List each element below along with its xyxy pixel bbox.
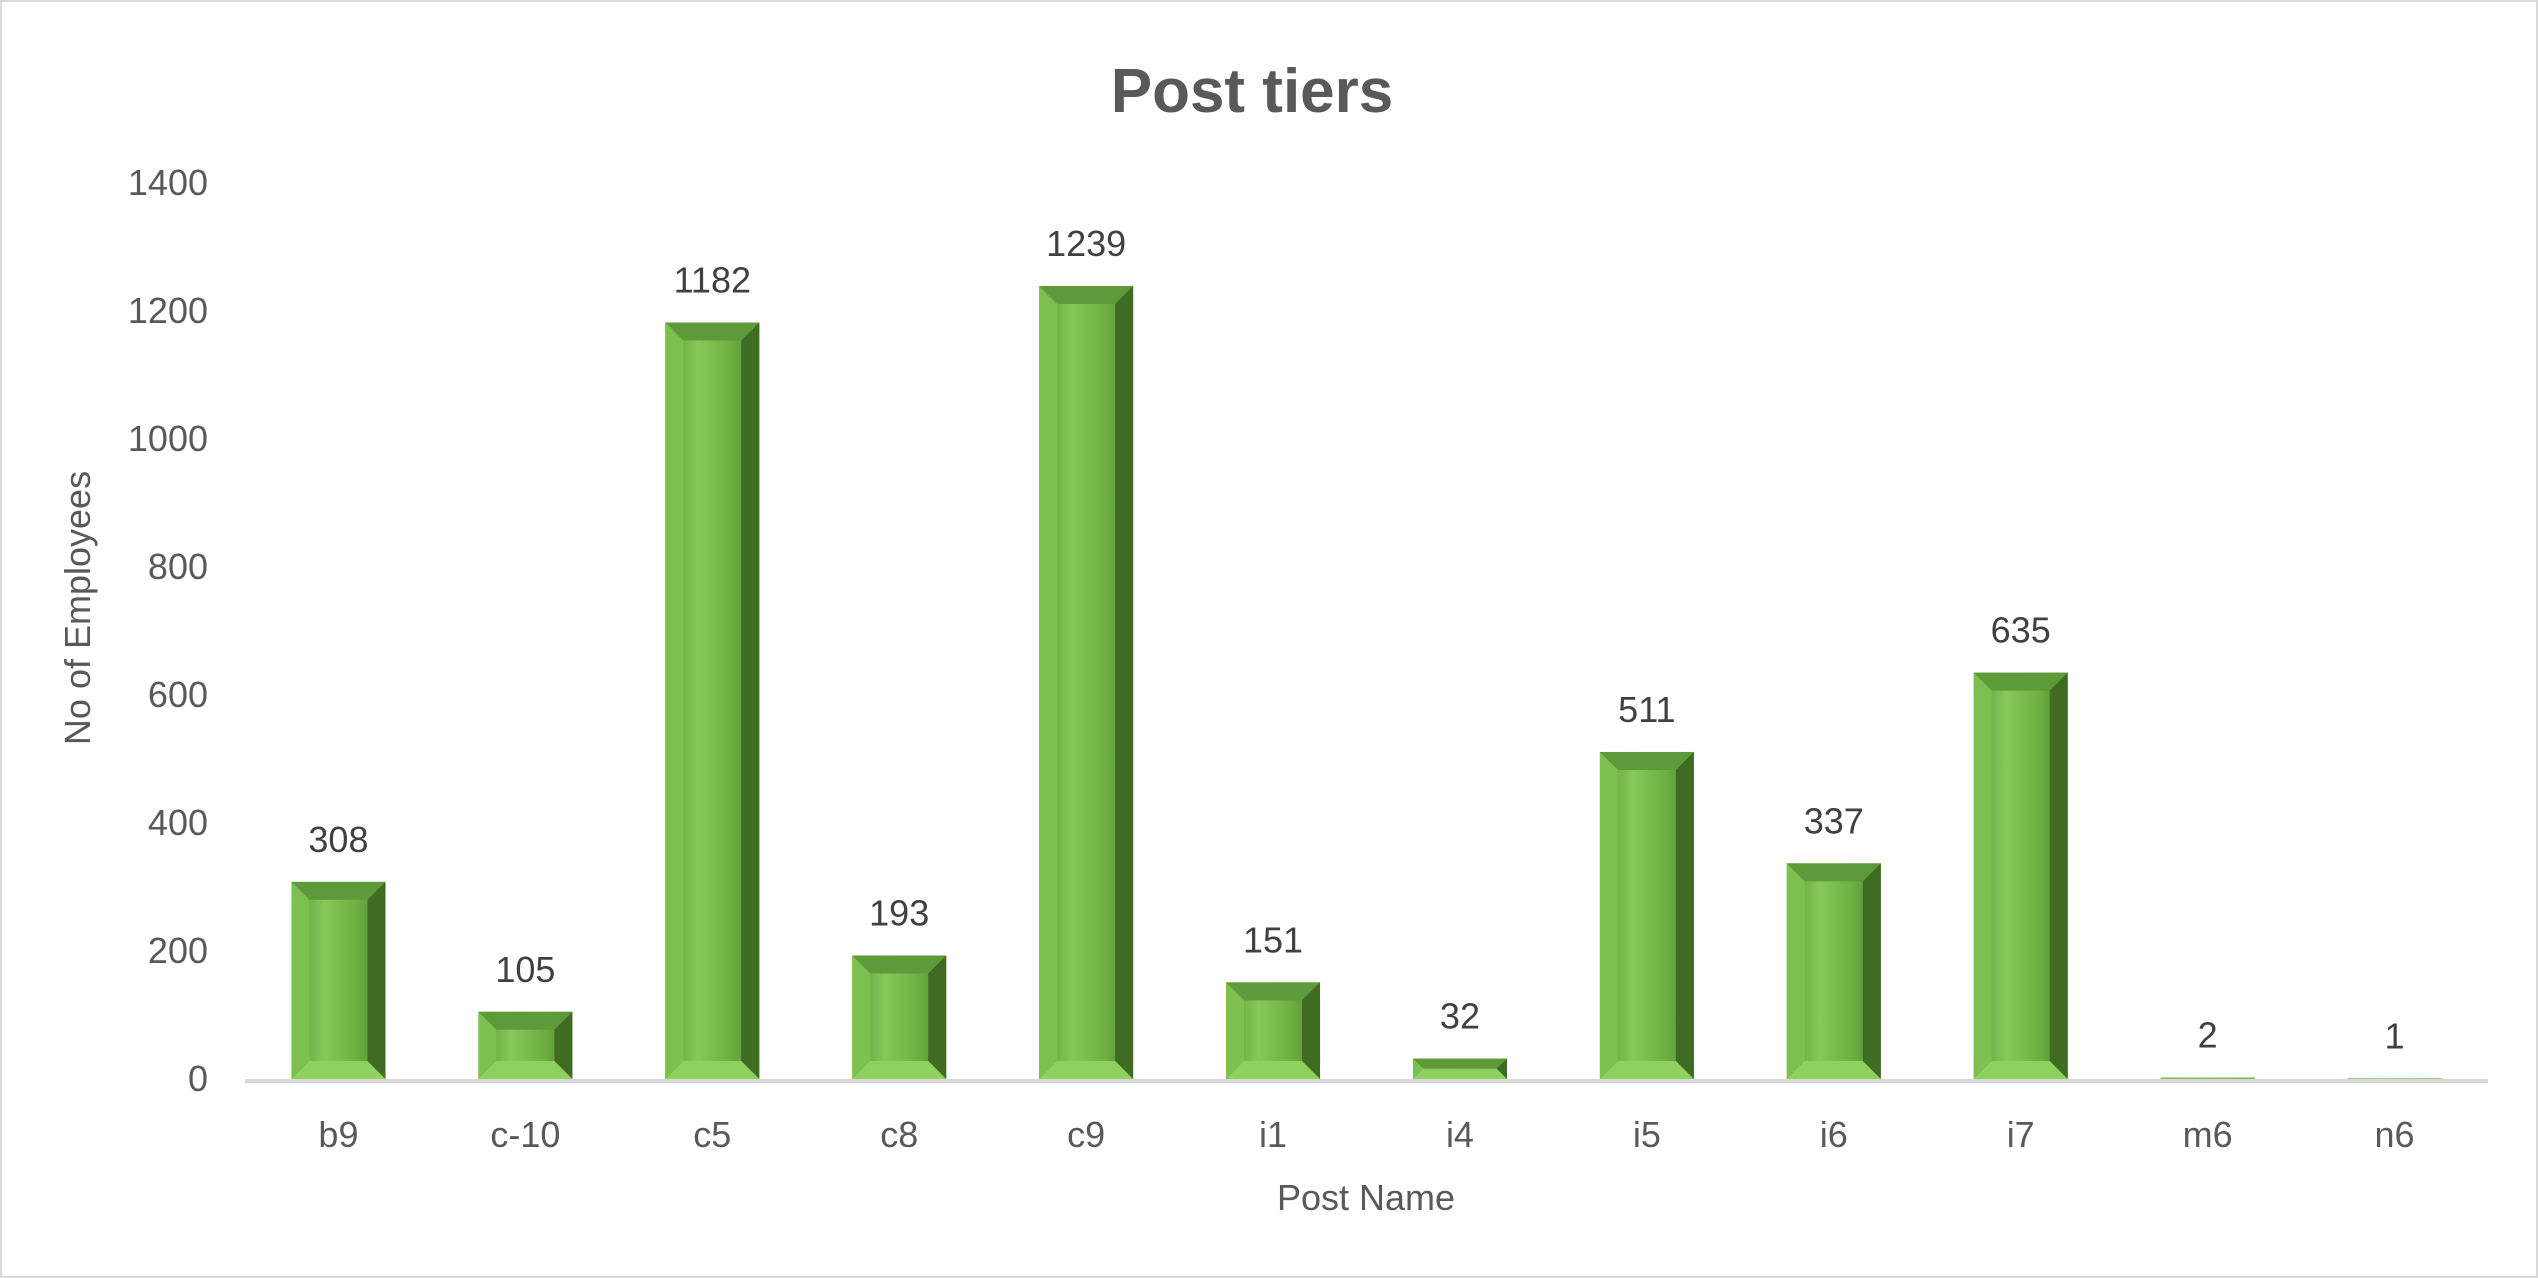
data-label: 1 [2385, 1015, 2405, 1056]
bar-bevel-bottom [1412, 1068, 1507, 1079]
bar-bevel-right [2049, 672, 2068, 1079]
y-tick-label: 600 [148, 674, 208, 715]
data-label: 151 [1243, 919, 1303, 960]
bar-bevel-right [1862, 863, 1881, 1079]
x-tick-label: i6 [1820, 1114, 1848, 1155]
bar-bevel-bottom [1786, 1061, 1881, 1079]
x-tick-label: i7 [2007, 1114, 2035, 1155]
x-tick-label: i4 [1446, 1114, 1474, 1155]
bar-bevel-right [1675, 751, 1694, 1079]
bar [852, 955, 947, 1079]
bar-bevel-left [852, 955, 871, 1079]
x-tick-label: i5 [1633, 1114, 1661, 1155]
bar [291, 881, 386, 1079]
bar-bevel-bottom [1039, 1061, 1134, 1079]
x-tick-label: n6 [2375, 1114, 2415, 1155]
data-label: 193 [869, 892, 929, 933]
y-axis-label: No of Employees [57, 471, 98, 745]
bar-bevel-bottom [665, 1061, 760, 1079]
bar [2160, 1077, 2255, 1079]
chart-title: Post tiers [1111, 57, 1394, 126]
data-label: 337 [1804, 800, 1864, 841]
bar-bevel-right [2253, 1077, 2255, 1079]
bar-bevel-left [1039, 286, 1058, 1079]
data-label: 1182 [674, 260, 751, 301]
y-tick-label: 1400 [128, 162, 208, 203]
bar [1973, 672, 2068, 1079]
y-axis-ticks: 0 200 400 600 800 1000 1200 1400 [128, 162, 208, 1099]
bar [2347, 1078, 2442, 1079]
x-tick-label: i1 [1259, 1114, 1287, 1155]
bar-bevel-top [1786, 863, 1881, 882]
bar-bevel-right [367, 881, 386, 1079]
bars-group [291, 286, 2442, 1079]
y-tick-label: 0 [188, 1058, 208, 1099]
data-label: 308 [308, 819, 368, 860]
bar-bevel-top [2160, 1077, 2255, 1079]
bar-bevel-left [2160, 1077, 2162, 1079]
bar-bevel-top [478, 1011, 573, 1030]
bar [1599, 751, 1694, 1079]
bar-bevel-top [1599, 751, 1694, 770]
bar-bevel-left [291, 881, 310, 1079]
bar-bevel-left [1786, 863, 1805, 1079]
bar-bevel-top [1039, 286, 1134, 305]
y-tick-label: 1000 [128, 418, 208, 459]
y-tick-label: 200 [148, 930, 208, 971]
data-label: 1239 [1046, 223, 1126, 264]
x-axis-label: Post Name [1277, 1177, 1455, 1218]
bar-bevel-right [1496, 1058, 1507, 1079]
bar-bevel-left [1412, 1058, 1424, 1079]
x-axis-ticks: b9 c-10 c5 c8 c9 i1 i4 i5 i6 i7 m6 n6 [318, 1114, 2414, 1155]
bar-bevel-bottom [478, 1061, 573, 1079]
x-tick-label: c-10 [490, 1114, 560, 1155]
bar [478, 1011, 573, 1079]
bar-bevel-top [665, 322, 760, 341]
bar-bevel-bottom [1599, 1061, 1694, 1079]
bar-bevel-right [1115, 286, 1134, 1079]
y-tick-label: 400 [148, 802, 208, 843]
bar-bevel-top [291, 881, 386, 900]
bar-bevel-left [1226, 982, 1245, 1079]
data-label: 32 [1440, 996, 1480, 1037]
bar-bevel-left [1973, 672, 1992, 1079]
data-labels-group: 308 105 1182 193 1239 151 32 511 337 635 2 1 [308, 223, 2404, 1056]
data-label: 511 [1618, 689, 1675, 730]
x-tick-label: m6 [2183, 1114, 2233, 1155]
bar-bevel-right [1302, 982, 1321, 1079]
bar-bevel-bottom [291, 1061, 386, 1079]
bar-bevel-top [852, 955, 947, 974]
data-label: 635 [1991, 610, 2051, 651]
bar [1786, 863, 1881, 1079]
y-tick-label: 1200 [128, 290, 208, 331]
bar-bevel-top [1412, 1058, 1507, 1069]
data-label: 105 [495, 949, 555, 990]
data-label: 2 [2198, 1015, 2218, 1056]
bar [1226, 982, 1321, 1079]
y-tick-label: 800 [148, 546, 208, 587]
bar-bevel-right [928, 955, 947, 1079]
bar [1412, 1058, 1507, 1079]
bar-bevel-bottom [1973, 1061, 2068, 1079]
bar-bevel-left [1599, 751, 1618, 1079]
bar-bevel-left [478, 1011, 497, 1079]
bar-bevel-top [1973, 672, 2068, 691]
bar-bevel-right [554, 1011, 573, 1079]
x-tick-label: c8 [880, 1114, 918, 1155]
bar-bevel-top [1226, 982, 1321, 1001]
bar-bevel-left [665, 322, 684, 1079]
bar-bevel-right [741, 322, 760, 1079]
bar-bevel-bottom [1226, 1061, 1321, 1079]
bar-bevel-bottom [852, 1061, 947, 1079]
x-tick-label: c9 [1067, 1114, 1105, 1155]
bar-bevel-bottom [2160, 1078, 2255, 1079]
bar [665, 322, 760, 1079]
x-tick-label: b9 [318, 1114, 358, 1155]
x-tick-label: c5 [693, 1114, 731, 1155]
bar [1039, 286, 1134, 1079]
